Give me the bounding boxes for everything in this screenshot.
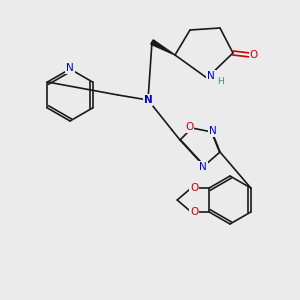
Text: O: O <box>250 50 258 60</box>
Text: O: O <box>185 122 193 132</box>
Text: N: N <box>66 63 74 73</box>
Polygon shape <box>151 40 175 55</box>
Text: N: N <box>207 71 215 81</box>
Text: H: H <box>217 76 224 85</box>
Text: O: O <box>190 207 198 217</box>
Text: O: O <box>190 183 198 193</box>
Text: N: N <box>199 162 207 172</box>
Text: N: N <box>209 126 217 136</box>
Text: N: N <box>144 95 152 105</box>
